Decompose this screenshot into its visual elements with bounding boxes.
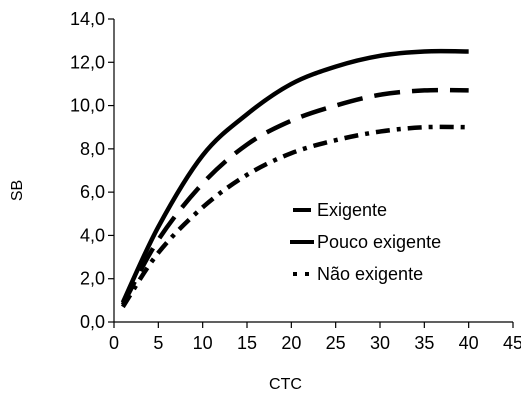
legend-label: Não exigente <box>317 264 423 284</box>
y-tick-label: 10,0 <box>70 96 105 116</box>
x-tick-label: 5 <box>153 333 163 353</box>
x-tick-label: 40 <box>459 333 479 353</box>
series-layer <box>120 48 469 309</box>
y-tick-label: 4,0 <box>80 225 105 245</box>
y-axis-title: SB <box>9 180 26 201</box>
y-tick-label: 2,0 <box>80 269 105 289</box>
series-line-1 <box>120 48 469 304</box>
x-axis-title: CTC <box>269 376 302 393</box>
axis-ticks <box>108 18 514 328</box>
x-tick-label: 35 <box>414 333 434 353</box>
x-tick-label: 0 <box>109 333 119 353</box>
x-tick-label: 20 <box>281 333 301 353</box>
x-tick-label: 25 <box>326 333 346 353</box>
x-tick-label: 10 <box>193 333 213 353</box>
series-line-3 <box>120 124 469 309</box>
x-tick-label: 30 <box>370 333 390 353</box>
legend-label: Pouco exigente <box>317 232 441 252</box>
legend: Exigente Pouco exigente Não exigente <box>290 200 441 284</box>
series-line-2 <box>120 87 469 306</box>
y-tick-label: 14,0 <box>70 9 105 29</box>
x-tick-labels: 0 5 10 15 20 25 30 35 40 45 <box>109 333 521 353</box>
y-tick-label: 8,0 <box>80 139 105 159</box>
x-tick-label: 15 <box>237 333 257 353</box>
y-tick-label: 0,0 <box>80 312 105 332</box>
y-tick-labels: 0,0 2,0 4,0 6,0 8,0 10,0 12,0 14,0 <box>70 9 105 332</box>
x-tick-label: 45 <box>503 333 521 353</box>
legend-label: Exigente <box>317 200 387 220</box>
y-tick-label: 12,0 <box>70 52 105 72</box>
y-tick-label: 6,0 <box>80 182 105 202</box>
